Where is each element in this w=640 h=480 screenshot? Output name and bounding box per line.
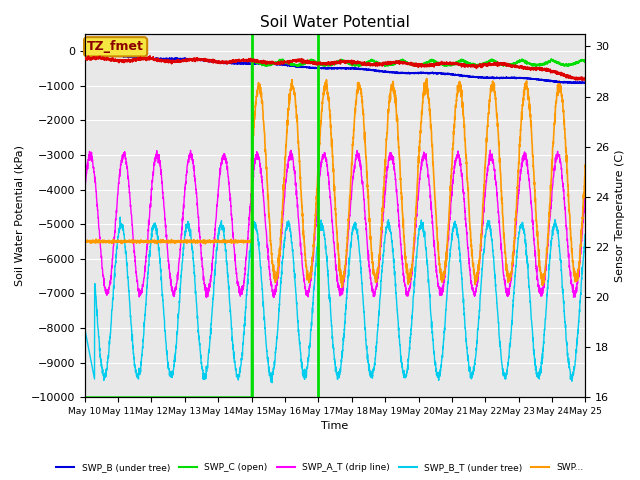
- Legend: SWP_B (under tree), SWP_C (open), SWP_A_T (drip line), SWP_B_T (under tree), SWP: SWP_B (under tree), SWP_C (open), SWP_A_…: [52, 459, 588, 476]
- X-axis label: Time: Time: [321, 421, 349, 432]
- Y-axis label: Soil Water Potential (kPa): Soil Water Potential (kPa): [15, 145, 25, 286]
- Title: Soil Water Potential: Soil Water Potential: [260, 15, 410, 30]
- Y-axis label: Sensor Temperature (C): Sensor Temperature (C): [615, 149, 625, 282]
- Text: TZ_fmet: TZ_fmet: [87, 40, 144, 53]
